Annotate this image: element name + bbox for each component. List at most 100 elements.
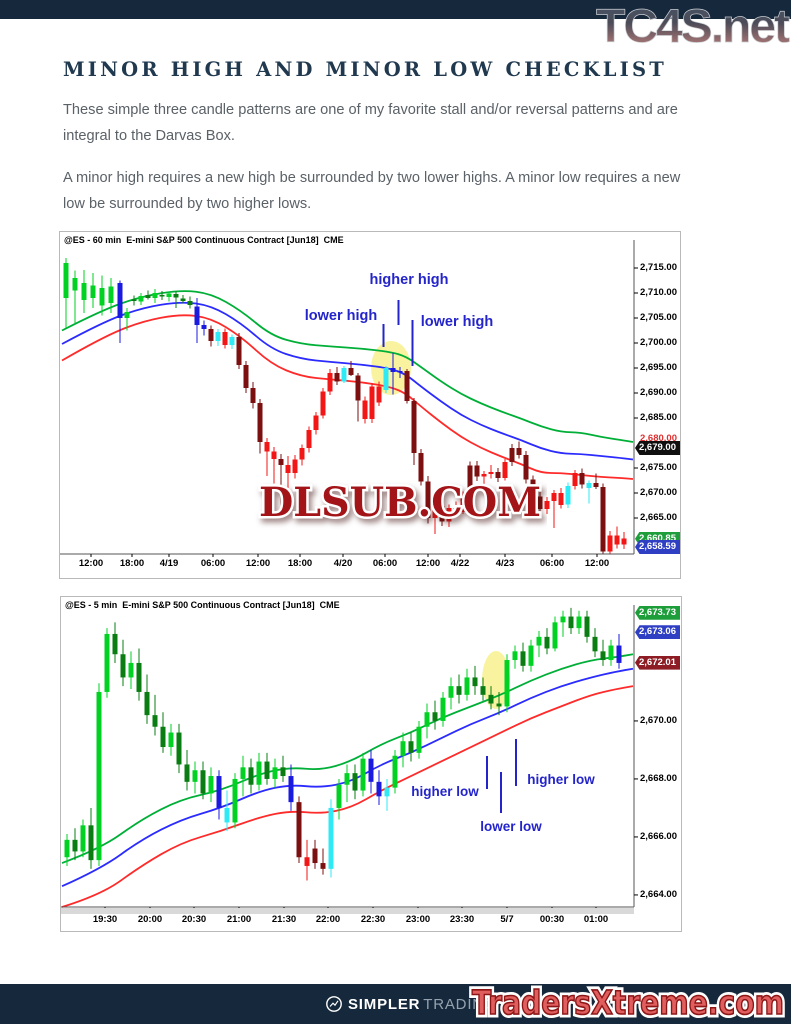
candle-body	[131, 299, 137, 301]
candle-body	[64, 839, 70, 858]
horizontal-scrollbar[interactable]	[61, 908, 634, 914]
x-axis-label: 12:00	[245, 558, 271, 569]
y-axis-label: 2,710.00	[640, 287, 677, 298]
price-flag: 2,673.73	[635, 605, 680, 620]
candle-body	[376, 781, 382, 797]
candle-body	[600, 487, 606, 552]
candle-body	[194, 306, 200, 325]
candle-body	[397, 371, 403, 373]
candle-body	[502, 462, 508, 478]
candle-body	[187, 301, 193, 305]
candle-body	[579, 473, 585, 485]
dlsub-watermark: DLSUB.COM	[257, 477, 544, 529]
candle-body	[560, 616, 566, 623]
candle-body	[327, 373, 333, 392]
candle-body	[257, 403, 263, 442]
candle-body	[474, 465, 480, 477]
candlestick-plot[interactable]	[61, 597, 681, 931]
dlsub-watermark-text: DLSUB.COM	[259, 479, 541, 526]
candle-body	[224, 807, 230, 823]
brand-trading: TRADING	[423, 995, 497, 1013]
candle-body	[516, 448, 522, 455]
x-axis-label: 21:30	[271, 914, 297, 925]
candle-body	[208, 776, 214, 794]
y-axis-label: 2,700.00	[640, 337, 677, 348]
candle-body	[229, 337, 235, 345]
pattern-annotation-text: higher low	[411, 784, 479, 799]
candle-body	[472, 677, 478, 687]
footer-bar: SIMPLER TRADING ® TradersXtreme.com Trader…	[0, 980, 791, 1026]
candle-body	[136, 662, 142, 692]
pattern-annotation-text: higher low	[527, 772, 595, 787]
candle-body	[568, 616, 574, 629]
candle-body	[480, 686, 486, 695]
candle-body	[166, 293, 172, 297]
candle-body	[120, 654, 126, 678]
x-axis-label: 4/20	[333, 558, 353, 569]
registered-mark: ®	[501, 1000, 507, 1008]
candle-body	[236, 337, 242, 365]
candle-body	[81, 283, 87, 300]
candle-body	[299, 448, 305, 460]
obscured-price-label: 2,680.00	[640, 432, 677, 444]
candle-body	[520, 651, 526, 666]
candle-body	[240, 767, 246, 779]
candle-body	[72, 278, 78, 291]
candle-body	[159, 295, 165, 297]
x-axis-label: 21:00	[226, 914, 252, 925]
blue-moving-average-line	[61, 667, 634, 888]
candle-body	[208, 329, 214, 341]
candle-body	[138, 296, 144, 302]
candle-body	[108, 286, 114, 303]
candle-body	[467, 465, 473, 495]
candle-body	[512, 651, 518, 661]
x-axis-label: 12:00	[584, 558, 610, 569]
candle-body	[306, 430, 312, 448]
candle-body	[523, 455, 529, 480]
x-axis-label: 22:30	[360, 914, 386, 925]
candle-body	[392, 755, 398, 788]
price-flag: 2,658.59	[635, 540, 680, 554]
candle-body	[112, 633, 118, 655]
y-axis-label: 2,670.00	[640, 487, 677, 498]
y-axis-label: 2,685.00	[640, 412, 677, 423]
candle-body	[446, 508, 452, 522]
price-flag: 2,673.06	[635, 625, 680, 640]
candle-body	[496, 703, 502, 707]
page-title: MINOR HIGH AND MINOR LOW CHECKLIST	[63, 58, 667, 81]
candle-body	[376, 386, 382, 403]
x-axis-label: 06:00	[539, 558, 565, 569]
rules-paragraph: A minor high requires a new high be surr…	[63, 170, 681, 212]
candle-body	[160, 726, 166, 748]
candle-body	[173, 294, 179, 298]
candle-body	[360, 758, 366, 791]
candle-body	[184, 764, 190, 782]
candle-body	[90, 285, 96, 298]
candle-body	[144, 691, 150, 716]
candle-body	[456, 686, 462, 695]
red-moving-average-line	[61, 314, 634, 480]
candle-body	[288, 776, 294, 803]
candle-body	[592, 636, 598, 652]
candle-body	[621, 538, 627, 545]
candle-body	[576, 616, 582, 629]
candle-body	[168, 732, 174, 748]
candle-body	[145, 295, 151, 298]
candle-body	[565, 486, 571, 505]
candle-body	[558, 493, 564, 505]
candle-body	[243, 365, 249, 388]
candle-body	[344, 773, 350, 785]
x-axis-label: 18:00	[119, 558, 145, 569]
y-axis-label: 2,670.00	[640, 714, 677, 726]
candle-body	[530, 479, 536, 497]
y-axis-label: 2,705.00	[640, 312, 677, 323]
candle-body	[232, 778, 238, 823]
candlestick-plot[interactable]	[60, 232, 680, 578]
candle-body	[96, 691, 102, 861]
candle-body	[80, 825, 86, 852]
candle-body	[383, 368, 389, 390]
candle-body	[222, 332, 228, 345]
tc4s-watermark-text: TC4S.net	[596, 0, 790, 52]
x-axis-label: 06:00	[372, 558, 398, 569]
candle-body	[152, 715, 158, 727]
